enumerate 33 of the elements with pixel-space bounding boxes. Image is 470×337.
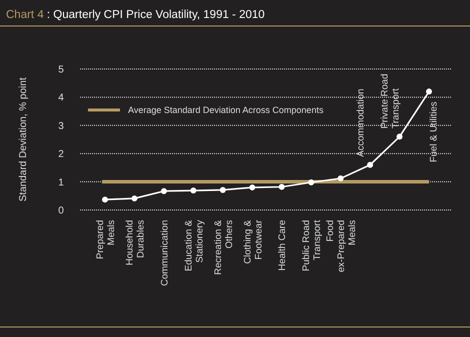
x-tick-label: Communication <box>159 220 170 286</box>
point <box>220 186 226 193</box>
y-tick-label: 5 <box>58 64 64 76</box>
x-tick-label: Food ex-Prepared Meals <box>325 220 358 272</box>
x-tick-label: Public Road Transport <box>301 220 324 272</box>
x-tick-label: Accommodation <box>356 88 367 157</box>
point <box>131 195 138 202</box>
point <box>249 184 256 190</box>
x-tick-label: Education & Stationery <box>183 219 206 272</box>
y-axis-title: Standard Deviation, % point <box>18 77 29 202</box>
point <box>338 175 344 182</box>
x-tick-label: Health Care <box>277 220 288 271</box>
x-tick-label: Fuel & Utilities <box>428 101 440 162</box>
point <box>308 179 314 186</box>
x-tick-label: Recreation & Others <box>212 219 235 275</box>
y-tick-label: 1 <box>58 177 64 188</box>
x-tick-label: Household Durables <box>124 220 146 266</box>
point <box>190 188 196 194</box>
point <box>396 134 403 140</box>
point <box>160 188 167 194</box>
point <box>367 162 374 168</box>
x-tick-label: Clothing & Footwear <box>242 219 264 264</box>
y-tick-label: 2 <box>58 149 64 160</box>
chart-title: Chart 4 : Quarterly CPI Price Volatility, 1991 - 2010 <box>6 9 265 21</box>
point <box>426 88 432 95</box>
y-tick-label: 0 <box>58 206 64 216</box>
x-tick-label: Prepared Meals <box>95 220 117 260</box>
y-tick-label: 4 <box>58 92 64 104</box>
y-tick-label: 3 <box>58 120 64 132</box>
point <box>102 196 108 203</box>
point <box>278 184 285 190</box>
legend-label: Average Standard Deviation Across Components <box>128 105 324 116</box>
x-tick-label: Private Road Transport <box>380 74 402 129</box>
